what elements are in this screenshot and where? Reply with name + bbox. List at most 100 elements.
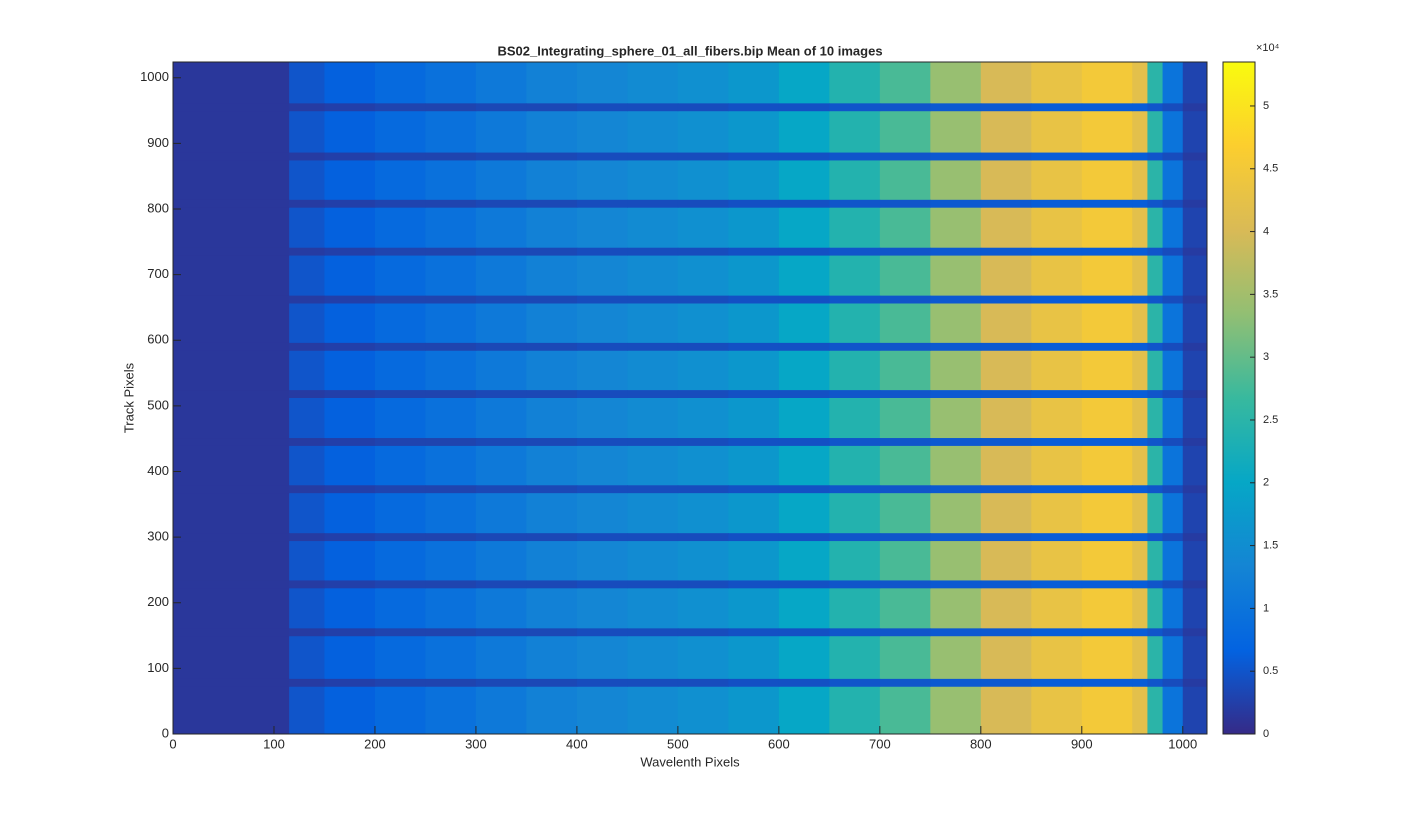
fiber-gap-cell xyxy=(526,678,578,687)
fiber-gap-cell xyxy=(778,678,830,687)
fiber-gap-cell xyxy=(677,342,729,351)
fiber-gap-cell xyxy=(778,199,830,208)
fiber-gap-cell xyxy=(1081,628,1133,637)
y-tick-label: 0 xyxy=(162,725,169,740)
fiber-gap-cell xyxy=(173,342,290,351)
y-tick-label: 400 xyxy=(147,463,169,478)
fiber-gap-cell xyxy=(778,295,830,304)
fiber-gap-cell xyxy=(324,438,376,446)
fiber-gap-cell xyxy=(526,628,578,637)
fiber-gap-cell xyxy=(879,199,931,208)
fiber-gap-cell xyxy=(1081,152,1133,161)
fiber-gap-cell xyxy=(980,580,1032,589)
fiber-gap-cell xyxy=(324,678,376,687)
fiber-gap-cell xyxy=(778,103,830,112)
fiber-gap-cell xyxy=(173,438,290,446)
fiber-gap-cell xyxy=(576,342,628,351)
fiber-gap-cell xyxy=(1162,390,1184,398)
fiber-gap-cell xyxy=(1132,533,1148,542)
fiber-gap-cell xyxy=(576,247,628,256)
fiber-gap-cell xyxy=(173,103,290,112)
fiber-gap-cell xyxy=(980,390,1032,398)
x-tick-label: 700 xyxy=(869,736,891,751)
fiber-gap-cell xyxy=(475,678,527,687)
fiber-gap-cell xyxy=(475,390,527,398)
fiber-gap-cell xyxy=(324,390,376,398)
fiber-gap-cell xyxy=(526,247,578,256)
fiber-gap-cell xyxy=(677,533,729,542)
fiber-gap-cell xyxy=(526,295,578,304)
fiber-gap-cell xyxy=(627,438,679,446)
fiber-gap-cell xyxy=(728,103,780,112)
fiber-gap-cell xyxy=(576,199,628,208)
fiber-gap-cell xyxy=(1132,103,1148,112)
colorbar xyxy=(1222,61,1256,735)
fiber-gap-cell xyxy=(1182,390,1207,398)
y-tick-label: 900 xyxy=(147,135,169,150)
fiber-gap-cell xyxy=(677,199,729,208)
fiber-gap-cell xyxy=(374,678,426,687)
fiber-gap-cell xyxy=(173,533,290,542)
fiber-gap-cell xyxy=(1182,628,1207,637)
fiber-gap-cell xyxy=(1132,247,1148,256)
fiber-gap-cell xyxy=(728,580,780,589)
fiber-gap-cell xyxy=(324,533,376,542)
fiber-gap-cell xyxy=(930,485,982,494)
fiber-gap-cell xyxy=(1162,485,1184,494)
fiber-gap-cell xyxy=(425,438,477,446)
fiber-gap-cell xyxy=(980,247,1032,256)
fiber-gap-cell xyxy=(1182,678,1207,687)
fiber-gap-cell xyxy=(1147,485,1164,494)
fiber-gap-cell xyxy=(1031,342,1083,351)
fiber-gap-cell xyxy=(829,580,881,589)
fiber-gap-cell xyxy=(475,485,527,494)
fiber-gap-cell xyxy=(475,580,527,589)
fiber-gap-cell xyxy=(1081,485,1133,494)
fiber-gap-cell xyxy=(677,247,729,256)
y-tick-label: 800 xyxy=(147,200,169,215)
fiber-gap-cell xyxy=(778,390,830,398)
fiber-gap-cell xyxy=(829,152,881,161)
fiber-gap-cell xyxy=(1147,628,1164,637)
colorbar-tick-label: 3.5 xyxy=(1263,288,1278,300)
fiber-gap-cell xyxy=(374,152,426,161)
fiber-gap-cell xyxy=(1132,342,1148,351)
fiber-gap-cell xyxy=(526,199,578,208)
fiber-gap-cell xyxy=(1031,390,1083,398)
fiber-gap-cell xyxy=(778,438,830,446)
fiber-gap-cell xyxy=(173,247,290,256)
fiber-gap-cell xyxy=(324,485,376,494)
fiber-gap-cell xyxy=(324,580,376,589)
fiber-gap-cell xyxy=(1031,485,1083,494)
fiber-gap-cell xyxy=(778,485,830,494)
plot-frame xyxy=(172,61,1208,735)
fiber-gap-cell xyxy=(289,342,325,351)
fiber-gap-cell xyxy=(627,678,679,687)
fiber-gap-cell xyxy=(829,199,881,208)
fiber-gap-cell xyxy=(677,152,729,161)
colorbar-exponent: ×10⁴ xyxy=(1256,42,1280,54)
fiber-gap-cell xyxy=(289,485,325,494)
fiber-gap-cell xyxy=(526,103,578,112)
fiber-gap-cell xyxy=(526,533,578,542)
fiber-gap-cell xyxy=(173,390,290,398)
fiber-gap-cell xyxy=(778,247,830,256)
fiber-gap-cell xyxy=(829,390,881,398)
fiber-gap-cell xyxy=(930,390,982,398)
y-tick-label: 700 xyxy=(147,266,169,281)
fiber-gap-cell xyxy=(576,295,628,304)
fiber-gap-cell xyxy=(930,628,982,637)
fiber-gap-cell xyxy=(324,342,376,351)
fiber-gap-cell xyxy=(930,199,982,208)
fiber-gap-cell xyxy=(980,152,1032,161)
fiber-gap-cell xyxy=(526,485,578,494)
fiber-gap-cell xyxy=(677,438,729,446)
x-tick-label: 800 xyxy=(970,736,992,751)
fiber-gap-cell xyxy=(980,628,1032,637)
fiber-gap-cell xyxy=(289,533,325,542)
fiber-gap-cell xyxy=(173,678,290,687)
fiber-gap-cell xyxy=(425,390,477,398)
fiber-gap-cell xyxy=(425,152,477,161)
fiber-gap-cell xyxy=(677,485,729,494)
